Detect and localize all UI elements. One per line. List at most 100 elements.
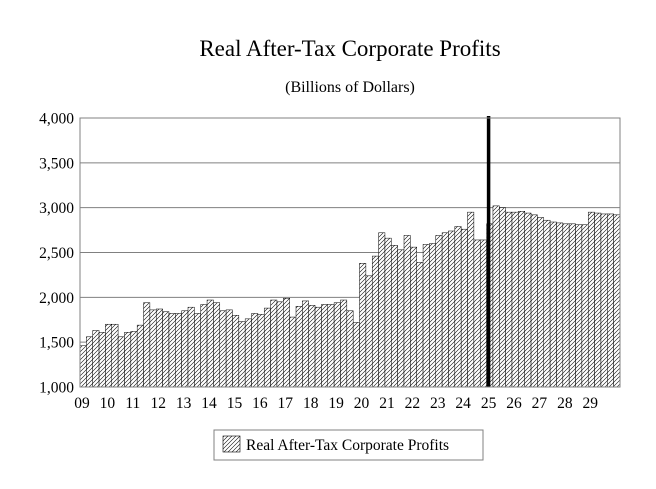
y-tick-label: 2,500 <box>39 245 74 262</box>
bar <box>594 212 602 388</box>
bar <box>607 213 614 388</box>
bar <box>435 235 443 388</box>
x-tick-label: 27 <box>532 395 548 412</box>
bar <box>410 246 417 388</box>
bar <box>289 316 297 388</box>
x-tick-label: 10 <box>100 395 116 412</box>
bar <box>302 300 309 388</box>
bar <box>587 211 595 388</box>
bar <box>352 322 360 388</box>
bar <box>581 224 589 388</box>
bar <box>105 323 113 388</box>
bar <box>92 330 100 388</box>
x-tick-label: 18 <box>303 395 319 412</box>
y-tick-label: 2,000 <box>39 290 74 307</box>
bar <box>283 297 290 388</box>
bar <box>232 315 240 388</box>
bar <box>479 239 487 388</box>
bar <box>492 205 500 388</box>
bar <box>276 301 284 388</box>
bar <box>321 304 329 388</box>
bar <box>537 217 545 388</box>
bar <box>505 211 513 388</box>
x-tick-label: 28 <box>557 395 573 412</box>
bar <box>314 306 322 388</box>
bar <box>511 211 519 388</box>
bar <box>219 310 227 388</box>
plot-area <box>79 117 621 388</box>
x-tick-label: 29 <box>582 395 598 412</box>
y-axis-tick-labels: 1,000 1,500 2,000 2,500 3,000 3,500 4,000 <box>39 111 74 397</box>
bar <box>441 232 449 388</box>
bar <box>225 309 233 388</box>
bar <box>251 313 259 388</box>
x-tick-label: 25 <box>481 395 497 412</box>
bar <box>333 302 341 388</box>
y-tick-label: 3,500 <box>39 155 74 172</box>
bar <box>518 211 525 388</box>
bar <box>130 331 138 388</box>
bar <box>149 309 157 388</box>
legend-label: Real After-Tax Corporate Profits <box>246 437 449 454</box>
legend: Real After-Tax Corporate Profits <box>213 429 484 461</box>
bar <box>162 311 170 388</box>
bar <box>429 243 437 388</box>
bar <box>562 223 570 388</box>
bar <box>117 336 125 388</box>
bar <box>168 313 176 388</box>
bar <box>327 304 335 388</box>
bar <box>454 226 462 388</box>
x-tick-label: 21 <box>379 395 395 412</box>
bar <box>378 232 386 388</box>
bars <box>79 205 621 388</box>
bar <box>143 302 151 388</box>
legend-box <box>213 429 484 461</box>
bar <box>397 249 405 388</box>
bar <box>175 313 182 388</box>
x-tick-label: 16 <box>252 395 268 412</box>
bar <box>200 304 208 388</box>
y-tick-label: 4,000 <box>39 111 74 128</box>
bar <box>111 323 119 388</box>
bar <box>136 324 144 388</box>
bar <box>359 263 367 388</box>
bar <box>194 313 201 388</box>
bar <box>86 336 93 388</box>
bar <box>371 255 379 388</box>
x-tick-label: 26 <box>506 395 522 412</box>
bar <box>187 306 195 388</box>
bar <box>549 221 557 388</box>
bar <box>460 228 468 388</box>
x-tick-label: 20 <box>354 395 370 412</box>
bar <box>448 230 456 388</box>
bar <box>403 235 411 388</box>
y-tick-label: 1,000 <box>39 380 74 397</box>
y-tick-label: 1,500 <box>39 335 74 352</box>
bar <box>155 308 163 388</box>
chart-title: Real After-Tax Corporate Profits <box>199 36 500 61</box>
x-tick-label: 15 <box>227 395 243 412</box>
bar <box>524 212 532 388</box>
bar <box>473 239 481 388</box>
x-tick-label: 09 <box>74 395 90 412</box>
bar <box>79 345 87 388</box>
x-tick-label: 24 <box>455 395 471 412</box>
bar <box>600 213 608 388</box>
bar <box>568 223 576 388</box>
x-axis-tick-labels: 09 10 11 12 13 14 15 16 17 18 19 20 21 22 23 24 25 26 27 28… <box>74 395 598 412</box>
bar <box>556 222 564 388</box>
bar <box>391 245 398 388</box>
bar <box>213 302 221 388</box>
x-tick-label: 22 <box>405 395 421 412</box>
bar <box>575 224 583 388</box>
x-tick-label: 12 <box>150 395 166 412</box>
bar <box>295 306 303 388</box>
bar <box>257 314 265 388</box>
bar <box>308 305 316 388</box>
bar <box>244 318 252 388</box>
x-tick-label: 11 <box>125 395 140 412</box>
x-tick-label: 14 <box>201 395 217 412</box>
bar <box>238 321 246 388</box>
bar <box>181 310 189 388</box>
